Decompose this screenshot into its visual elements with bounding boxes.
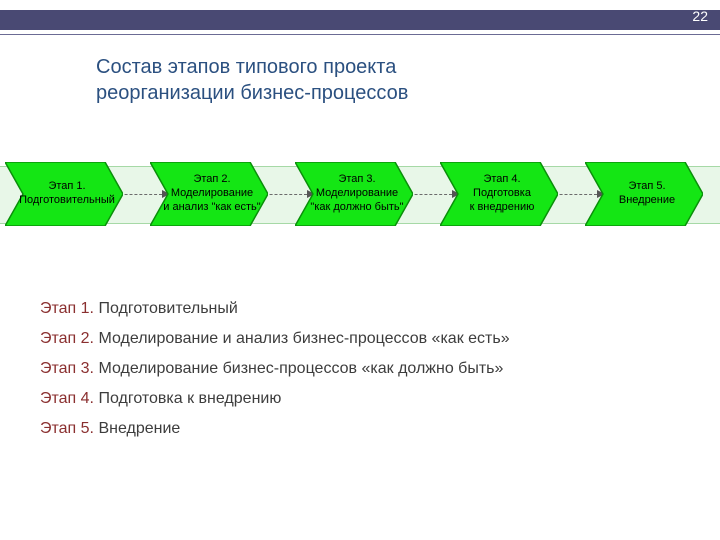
list-item-number: Этап 3. (40, 360, 94, 377)
list-item: Этап 1. Подготовительный (40, 300, 510, 318)
process-step: Этап 3.Моделирование"как должно быть" (295, 162, 413, 226)
header-bar (0, 10, 720, 30)
process-step-label: Этап 3.Моделирование"как должно быть" (301, 162, 413, 226)
list-item-number: Этап 4. (40, 390, 94, 407)
list-item-text: Подготовительный (94, 300, 238, 317)
list-item: Этап 2. Моделирование и анализ бизнес-пр… (40, 330, 510, 348)
process-step: Этап 2.Моделированиеи анализ "как есть" (150, 162, 268, 226)
process-step: Этап 4.Подготовкак внедрению (440, 162, 558, 226)
title-line2: реорганизации бизнес-процессов (96, 82, 408, 104)
list-item-number: Этап 2. (40, 330, 94, 347)
list-item-text: Внедрение (94, 420, 180, 437)
process-step-label: Этап 4.Подготовкак внедрению (446, 162, 558, 226)
title-line1: Состав этапов типового проекта (96, 56, 396, 78)
list-item: Этап 3. Моделирование бизнес-процессов «… (40, 360, 510, 378)
stage-list: Этап 1. ПодготовительныйЭтап 2. Моделиро… (40, 300, 510, 450)
page-number: 22 (692, 8, 708, 24)
process-step-label: Этап 5.Внедрение (591, 162, 703, 226)
process-step: Этап 5.Внедрение (585, 162, 703, 226)
list-item-text: Моделирование бизнес-процессов «как долж… (94, 360, 503, 377)
list-item: Этап 4. Подготовка к внедрению (40, 390, 510, 408)
list-item: Этап 5. Внедрение (40, 420, 510, 438)
process-step-label: Этап 1.Подготовительный (11, 162, 123, 226)
process-step-label: Этап 2.Моделированиеи анализ "как есть" (156, 162, 268, 226)
process-step: Этап 1.Подготовительный (5, 162, 123, 226)
process-diagram: Этап 1.Подготовительный Этап 2.Моделирова… (0, 150, 720, 240)
header-underline (0, 34, 720, 35)
list-item-number: Этап 5. (40, 420, 94, 437)
page-title: Состав этапов типового проекта реорганиз… (96, 54, 408, 106)
list-item-text: Моделирование и анализ бизнес-процессов … (94, 330, 510, 347)
list-item-number: Этап 1. (40, 300, 94, 317)
list-item-text: Подготовка к внедрению (94, 390, 281, 407)
